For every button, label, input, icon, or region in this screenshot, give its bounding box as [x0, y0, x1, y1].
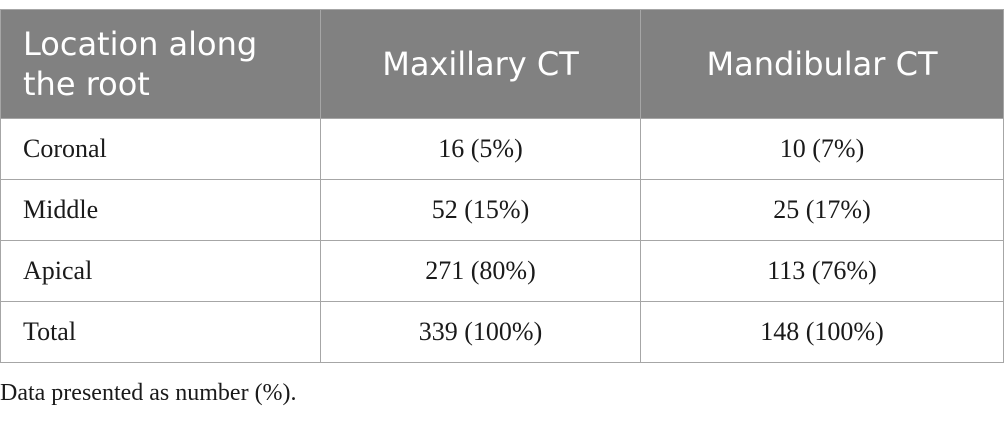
table-header: Location along the root Maxillary CT Man…	[0, 9, 1004, 119]
row-label: Apical	[0, 240, 321, 302]
header-location: Location along the root	[0, 9, 321, 119]
mandibular-value: 10 (7%)	[640, 118, 1004, 180]
maxillary-value: 16 (5%)	[320, 118, 641, 180]
table-row: Total 339 (100%) 148 (100%)	[0, 301, 1004, 363]
row-label: Middle	[0, 179, 321, 241]
table-row: Middle 52 (15%) 25 (17%)	[0, 179, 1004, 241]
maxillary-value: 339 (100%)	[320, 301, 641, 363]
data-table-container: Location along the root Maxillary CT Man…	[0, 9, 1004, 363]
table-body: Coronal 16 (5%) 10 (7%) Middle 52 (15%) …	[0, 118, 1004, 363]
mandibular-value: 113 (76%)	[640, 240, 1004, 302]
table-row: Apical 271 (80%) 113 (76%)	[0, 240, 1004, 302]
header-maxillary-ct: Maxillary CT	[320, 9, 641, 119]
header-mandibular-ct: Mandibular CT	[640, 9, 1004, 119]
mandibular-value: 25 (17%)	[640, 179, 1004, 241]
data-table: Location along the root Maxillary CT Man…	[0, 9, 1004, 363]
header-row: Location along the root Maxillary CT Man…	[0, 9, 1004, 119]
table-row: Coronal 16 (5%) 10 (7%)	[0, 118, 1004, 180]
mandibular-value: 148 (100%)	[640, 301, 1004, 363]
maxillary-value: 271 (80%)	[320, 240, 641, 302]
maxillary-value: 52 (15%)	[320, 179, 641, 241]
row-label: Coronal	[0, 118, 321, 180]
table-footnote: Data presented as number (%).	[0, 380, 297, 406]
row-label: Total	[0, 301, 321, 363]
